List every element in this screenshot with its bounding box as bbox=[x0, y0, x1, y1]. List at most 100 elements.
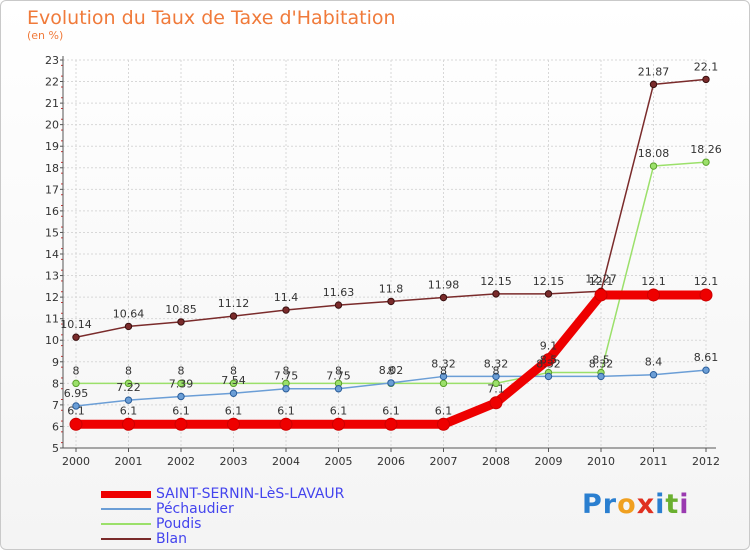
data-point bbox=[122, 417, 135, 431]
data-point bbox=[439, 379, 448, 388]
x-tick-label: 2004 bbox=[272, 455, 300, 468]
data-point bbox=[229, 389, 238, 397]
proxiti-logo: Proxiti bbox=[582, 489, 690, 520]
data-point bbox=[702, 75, 710, 84]
data-point bbox=[177, 392, 185, 401]
chart-title: Evolution du Taux de Taxe d'Habitation bbox=[27, 7, 396, 29]
data-point bbox=[542, 353, 555, 367]
data-label: 12.15 bbox=[480, 275, 512, 288]
data-label: 11.8 bbox=[379, 282, 404, 295]
x-tick-label: 2008 bbox=[482, 455, 510, 468]
data-point bbox=[649, 162, 658, 170]
data-label: 10.85 bbox=[165, 303, 197, 316]
x-tick-label: 2003 bbox=[220, 455, 248, 468]
data-label: 8 bbox=[178, 364, 185, 377]
data-point bbox=[282, 306, 290, 314]
data-label: 8 bbox=[388, 364, 395, 377]
data-point bbox=[124, 396, 133, 404]
legend-label: Poudis bbox=[156, 516, 202, 532]
y-tick-label: 22 bbox=[45, 76, 59, 89]
y-tick-label: 13 bbox=[45, 270, 59, 283]
data-point bbox=[177, 318, 185, 326]
y-tick-label: 5 bbox=[52, 442, 59, 455]
data-point bbox=[649, 371, 658, 379]
data-label: 6.1 bbox=[67, 404, 85, 417]
data-point bbox=[387, 379, 395, 387]
y-tick-label: 7 bbox=[52, 399, 59, 412]
data-point bbox=[544, 290, 553, 298]
data-label: 7.1 bbox=[487, 383, 505, 396]
data-point bbox=[384, 417, 398, 431]
data-point bbox=[649, 80, 658, 89]
legend-label: Blan bbox=[156, 531, 187, 547]
data-point bbox=[699, 288, 713, 302]
y-tick-label: 15 bbox=[45, 226, 59, 239]
x-tick-label: 2010 bbox=[587, 455, 615, 468]
chart-subtitle: (en %) bbox=[27, 29, 64, 42]
data-point bbox=[439, 372, 448, 381]
data-point bbox=[334, 301, 343, 309]
data-label: 8.5 bbox=[592, 354, 610, 367]
data-point bbox=[124, 322, 133, 331]
y-tick-label: 6 bbox=[52, 420, 59, 433]
legend-swatch bbox=[101, 538, 151, 540]
data-label: 21.87 bbox=[638, 65, 670, 78]
y-tick-label: 20 bbox=[45, 119, 59, 132]
data-label: 11.4 bbox=[274, 291, 299, 304]
legend-swatch bbox=[101, 490, 151, 498]
x-tick-label: 2002 bbox=[167, 455, 195, 468]
legend-swatch bbox=[101, 523, 151, 525]
data-point bbox=[72, 333, 80, 341]
data-label: 8 bbox=[493, 364, 500, 377]
data-point bbox=[387, 297, 395, 306]
data-point bbox=[229, 312, 238, 320]
y-tick-label: 16 bbox=[45, 205, 59, 218]
data-point bbox=[702, 366, 710, 374]
data-label: 6.1 bbox=[382, 404, 400, 417]
data-label: 6.1 bbox=[330, 404, 348, 417]
data-label: 22.1 bbox=[694, 60, 719, 73]
data-label: 11.63 bbox=[323, 286, 355, 299]
data-point bbox=[279, 417, 293, 431]
data-point bbox=[124, 379, 133, 388]
data-label: 12.1 bbox=[589, 275, 614, 288]
data-label: 6.1 bbox=[225, 404, 243, 417]
data-label: 11.12 bbox=[218, 297, 250, 310]
logo-letter: P bbox=[582, 489, 603, 520]
data-point bbox=[72, 402, 80, 410]
x-tick-label: 2005 bbox=[325, 455, 353, 468]
data-label: 8.4 bbox=[645, 356, 663, 369]
data-label: 6.1 bbox=[277, 404, 295, 417]
x-tick-label: 2001 bbox=[115, 455, 143, 468]
data-label: 6.1 bbox=[120, 404, 138, 417]
data-label: 8.5 bbox=[540, 354, 558, 367]
x-tick-label: 2006 bbox=[377, 455, 405, 468]
x-tick-label: 2012 bbox=[692, 455, 720, 468]
data-label: 8.02 bbox=[379, 364, 404, 377]
data-label: 6.1 bbox=[435, 404, 453, 417]
y-tick-label: 19 bbox=[45, 140, 59, 153]
data-label: 9.1 bbox=[540, 340, 558, 353]
data-label: 8.32 bbox=[589, 357, 614, 370]
legend-swatch bbox=[101, 508, 151, 510]
y-tick-label: 10 bbox=[45, 334, 59, 347]
data-point bbox=[72, 379, 80, 388]
data-label: 12.1 bbox=[694, 275, 719, 288]
data-point bbox=[597, 372, 605, 381]
data-label: 8.32 bbox=[431, 357, 456, 370]
data-label: 7.75 bbox=[326, 370, 351, 383]
data-label: 18.08 bbox=[638, 147, 670, 160]
y-tick-label: 23 bbox=[45, 54, 59, 67]
data-label: 8.32 bbox=[536, 357, 561, 370]
data-label: 7.75 bbox=[274, 370, 299, 383]
legend-label: SAINT-SERNIN-LèS-LAVAUR bbox=[156, 486, 345, 502]
data-point bbox=[69, 417, 83, 431]
x-tick-label: 2011 bbox=[640, 455, 668, 468]
data-point bbox=[332, 417, 345, 431]
data-label: 8 bbox=[125, 364, 132, 377]
x-tick-label: 2007 bbox=[430, 455, 458, 468]
y-tick-label: 11 bbox=[45, 313, 59, 326]
data-point bbox=[227, 417, 240, 431]
logo-letter: o bbox=[617, 489, 637, 520]
